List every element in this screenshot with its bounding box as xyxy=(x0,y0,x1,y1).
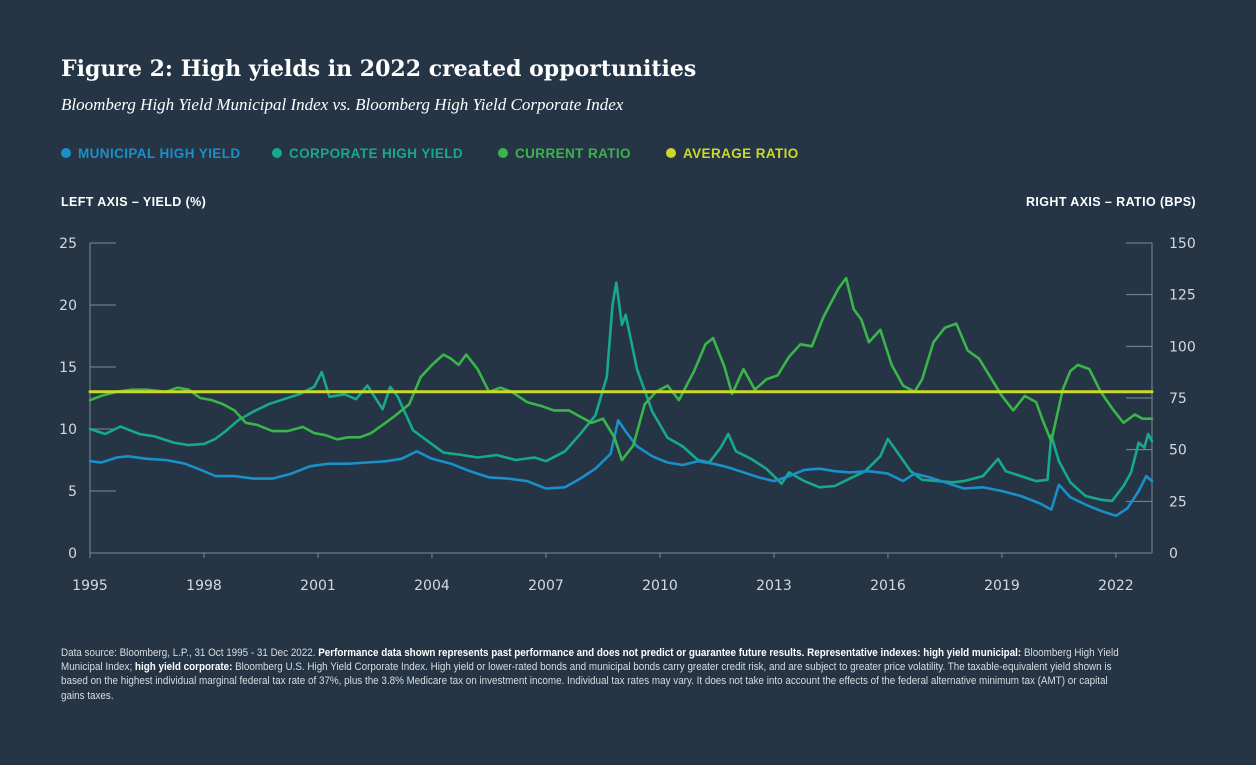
right-tick-label: 75 xyxy=(1169,391,1187,407)
legend-dot-icon xyxy=(61,148,71,158)
x-tick-label: 1995 xyxy=(72,578,108,594)
left-tick-label: 10 xyxy=(59,422,77,438)
left-axis-label: LEFT AXIS – YIELD (%) xyxy=(61,195,207,209)
left-tick-label: 25 xyxy=(59,236,77,252)
current-ratio-line xyxy=(88,276,1154,462)
left-tick-label: 5 xyxy=(68,484,77,500)
left-tick-label: 20 xyxy=(59,298,77,314)
legend-corporate: CORPORATE HIGH YIELD xyxy=(272,146,463,161)
x-tick-label: 1998 xyxy=(186,578,222,594)
x-tick-label: 2019 xyxy=(984,578,1020,594)
x-tick-label: 2001 xyxy=(300,578,336,594)
legend-municipal-label: MUNICIPAL HIGH YIELD xyxy=(78,146,241,161)
corporate-high-yield-line xyxy=(88,281,1154,503)
legend-dot-icon xyxy=(498,148,508,158)
legend-municipal: MUNICIPAL HIGH YIELD xyxy=(61,146,241,161)
legend-current-ratio: CURRENT RATIO xyxy=(498,146,631,161)
legend-corporate-label: CORPORATE HIGH YIELD xyxy=(289,146,464,161)
x-tick-label: 2013 xyxy=(756,578,792,594)
footnote-disclaimer: Performance data shown represents past p… xyxy=(318,647,1024,659)
legend-dot-icon xyxy=(666,148,676,158)
right-tick-label: 0 xyxy=(1169,546,1178,562)
right-tick-label: 25 xyxy=(1169,494,1187,510)
footnote: Data source: Bloomberg, L.P., 31 Oct 199… xyxy=(61,646,1121,703)
x-tick-label: 2022 xyxy=(1098,578,1134,594)
page-title: Figure 2: High yields in 2022 created op… xyxy=(61,56,697,82)
footnote-corp-label: high yield corporate: xyxy=(134,661,236,674)
footnote-details: Bloomberg U.S. High Yield Corporate Inde… xyxy=(61,661,1112,702)
x-tick-label: 2016 xyxy=(870,578,906,594)
x-tick-label: 2004 xyxy=(414,578,450,594)
right-tick-label: 125 xyxy=(1169,288,1196,304)
right-tick-label: 50 xyxy=(1169,443,1187,459)
footnote-muni-index: Bloomberg High Yield Municipal Index; xyxy=(61,647,1119,674)
legend-average-ratio: AVERAGE RATIO xyxy=(666,146,799,161)
legend-average-ratio-label: AVERAGE RATIO xyxy=(683,146,799,161)
right-tick-label: 150 xyxy=(1169,236,1196,252)
right-tick-label: 100 xyxy=(1169,339,1196,355)
x-tick-label: 2007 xyxy=(528,578,564,594)
right-axis-label: RIGHT AXIS – RATIO (BPS) xyxy=(1025,195,1196,209)
footnote-source: Data source: Bloomberg, L.P., 31 Oct 199… xyxy=(61,647,319,659)
x-tick-label: 2010 xyxy=(642,578,678,594)
municipal-high-yield-line xyxy=(88,419,1154,518)
left-tick-label: 15 xyxy=(59,360,77,376)
legend-current-ratio-label: CURRENT RATIO xyxy=(515,146,631,161)
page-subtitle: Bloomberg High Yield Municipal Index vs.… xyxy=(61,95,624,114)
legend-dot-icon xyxy=(272,148,282,158)
left-tick-label: 0 xyxy=(68,546,77,562)
